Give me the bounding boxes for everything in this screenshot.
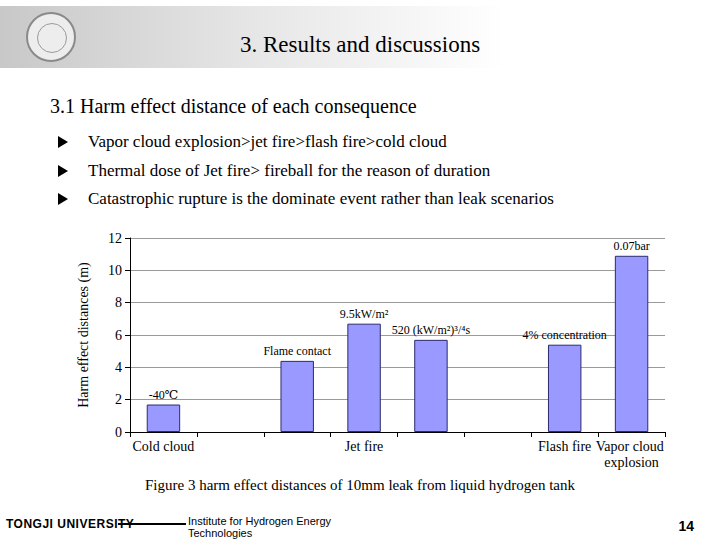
html-text:Technologies: Technologies xyxy=(188,527,253,539)
svg-text:Vapor cloud: Vapor cloud xyxy=(596,439,668,454)
html-text:Thermal dose of Jet fire> fire: Thermal dose of Jet fire> fireball for t… xyxy=(88,160,491,180)
svg-text:10: 10 xyxy=(108,263,122,278)
svg-text:9.5kW/m²: 9.5kW/m² xyxy=(340,307,389,321)
svg-text:4: 4 xyxy=(115,360,122,375)
html-text:Figure 3 harm effect distances: Figure 3 harm effect distances of 10mm l… xyxy=(145,477,575,493)
svg-text:Flash fire: Flash fire xyxy=(538,439,591,454)
svg-text:12: 12 xyxy=(108,231,122,246)
svg-text:-40℃: -40℃ xyxy=(149,388,178,402)
svg-text:explosion: explosion xyxy=(604,455,658,470)
html-text:3. Results and discussions: 3. Results and discussions xyxy=(239,32,481,57)
svg-text:0: 0 xyxy=(115,425,122,440)
svg-text:Harm effect distances (m): Harm effect distances (m) xyxy=(76,262,92,408)
html-text:14: 14 xyxy=(678,518,694,534)
svg-text:0.07bar: 0.07bar xyxy=(613,239,649,253)
svg-text:8: 8 xyxy=(115,295,122,310)
html-text:3.1 Harm effect distance of ea: 3.1 Harm effect distance of each consequ… xyxy=(50,95,417,117)
html-text:Institute for Hydrogen Energy: Institute for Hydrogen Energy xyxy=(188,515,332,527)
svg-text:520 (kW/m²)³/⁴s: 520 (kW/m²)³/⁴s xyxy=(392,323,471,337)
svg-text:Jet fire: Jet fire xyxy=(345,439,383,454)
svg-text:6: 6 xyxy=(115,328,122,343)
html-text:Catastrophic rupture is the do: Catastrophic rupture is the dominate eve… xyxy=(88,189,554,208)
svg-text:Cold cloud: Cold cloud xyxy=(133,439,195,454)
svg-text:2: 2 xyxy=(115,392,122,407)
svg-text:4% concentration: 4% concentration xyxy=(523,328,607,342)
html-text:TONGJI UNIVERSITY: TONGJI UNIVERSITY xyxy=(6,517,135,531)
html-text:Vapor cloud explosion>jet fire: Vapor cloud explosion>jet fire>flash fir… xyxy=(88,132,447,151)
svg-text:Flame contact: Flame contact xyxy=(263,344,331,358)
